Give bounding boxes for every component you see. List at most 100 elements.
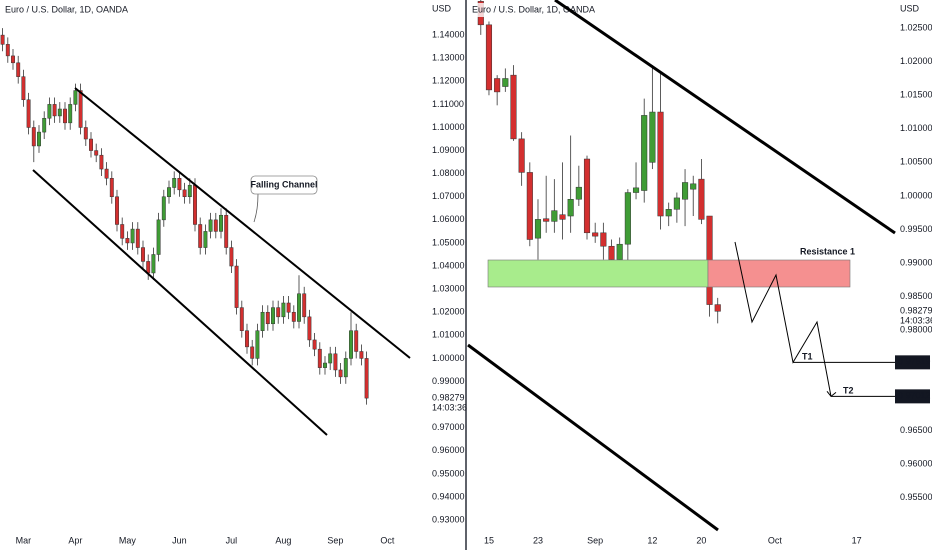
- candle-body: [161, 196, 166, 221]
- price-tag: [895, 355, 930, 370]
- y-tick-label: 0.96000: [900, 459, 932, 469]
- candle-body: [657, 111, 664, 217]
- candle-body: [600, 232, 607, 247]
- candle-body: [624, 192, 631, 245]
- candle-body: [276, 307, 281, 318]
- candle-body: [31, 127, 36, 147]
- x-tick-label: 17: [852, 535, 862, 545]
- candle-body: [89, 138, 93, 151]
- candle-body: [213, 219, 218, 232]
- y-tick-label: 0.99000: [900, 257, 932, 267]
- candle-body: [698, 178, 705, 220]
- x-tick-label: Apr: [68, 535, 82, 545]
- candle-body: [239, 307, 244, 331]
- candle-body: [343, 358, 348, 378]
- y-tick-label: 1.01000: [900, 123, 932, 133]
- candle-body: [312, 339, 317, 350]
- candle-body: [208, 219, 213, 232]
- candle-body: [167, 187, 171, 198]
- candle-body: [359, 351, 364, 359]
- target-label: T1: [802, 352, 813, 362]
- price-tag: [895, 389, 930, 404]
- callout-box: [250, 175, 318, 195]
- candle-body: [151, 254, 156, 274]
- y-tick-label: 0.98500: [900, 291, 932, 301]
- axis-unit: USD: [900, 3, 920, 13]
- y-tick-label: 0.99500: [900, 224, 932, 234]
- x-tick-label: Sep: [587, 535, 603, 545]
- candle-body: [68, 104, 73, 124]
- candle-body: [11, 55, 15, 64]
- x-tick-label: Sep: [327, 535, 343, 545]
- candle-body: [5, 44, 10, 57]
- candle-body: [354, 330, 359, 352]
- support-zone: [487, 259, 709, 288]
- candle-body: [193, 184, 197, 225]
- target-label: T2: [843, 386, 854, 396]
- channel-line: [554, 0, 896, 235]
- candle-body: [323, 362, 327, 368]
- projection-path: [734, 241, 832, 397]
- candle-body: [198, 224, 203, 248]
- y-tick-label: 1.02000: [900, 56, 932, 66]
- candle-body: [99, 154, 104, 170]
- candle-body: [682, 182, 689, 200]
- y-tick-label: 0.96000: [432, 445, 465, 455]
- candle-body: [21, 76, 26, 101]
- x-tick-label: 23: [533, 535, 543, 545]
- y-tick-label: 0.93000: [432, 514, 465, 524]
- candle-body: [146, 261, 151, 274]
- channel-line: [32, 169, 328, 436]
- y-tick-label: 1.13000: [432, 53, 465, 63]
- x-tick-label: May: [119, 535, 137, 545]
- y-tick-label: 1.14000: [432, 29, 465, 39]
- channel-line: [74, 87, 411, 359]
- candle-body: [115, 196, 119, 225]
- y-tick-label: 0.94000: [432, 491, 465, 501]
- candle-body: [510, 74, 517, 140]
- y-tick-label: 1.00500: [900, 157, 932, 167]
- candle-body: [286, 302, 291, 313]
- last-price-label: 0.98279: [432, 393, 465, 403]
- y-tick-label: 1.12000: [432, 76, 465, 86]
- y-tick-label: 1.10000: [432, 122, 465, 132]
- candle-body: [16, 62, 21, 77]
- candle-body: [73, 90, 78, 105]
- candle-body: [42, 117, 47, 133]
- candle-body: [224, 214, 229, 248]
- candle-body: [125, 238, 130, 244]
- resistance-zone: [707, 259, 851, 288]
- candle-body: [52, 104, 57, 117]
- candle-body: [245, 330, 249, 348]
- candle-body: [37, 131, 41, 147]
- candle-body: [583, 158, 591, 234]
- candle-body: [328, 353, 333, 364]
- y-tick-label: 1.04000: [432, 260, 465, 270]
- candle-body: [333, 353, 338, 371]
- title-bg: [2, 3, 130, 17]
- candle-body: [690, 183, 697, 190]
- candle-body: [94, 150, 99, 156]
- candle-body: [78, 90, 83, 128]
- candle-body: [109, 178, 114, 198]
- candle-body: [575, 186, 582, 200]
- candle-body: [641, 115, 648, 191]
- y-tick-label: 0.95500: [900, 492, 932, 502]
- y-tick-label: 0.97000: [432, 422, 465, 432]
- y-tick-label: 1.01000: [432, 330, 465, 340]
- x-tick-label: Jun: [172, 535, 187, 545]
- candle-body: [156, 219, 161, 255]
- candle-body: [534, 219, 542, 239]
- candle-body: [297, 293, 301, 322]
- candle-body: [255, 330, 260, 359]
- candle-body: [141, 247, 145, 262]
- candle-body: [203, 231, 208, 248]
- x-tick-label: Oct: [380, 535, 395, 545]
- axis-unit: USD: [432, 3, 452, 13]
- x-tick-label: 12: [647, 535, 657, 545]
- y-tick-label: 1.09000: [432, 145, 465, 155]
- candle-body: [0, 34, 5, 45]
- channel-line: [467, 343, 719, 532]
- y-tick-label: 0.99000: [432, 376, 465, 386]
